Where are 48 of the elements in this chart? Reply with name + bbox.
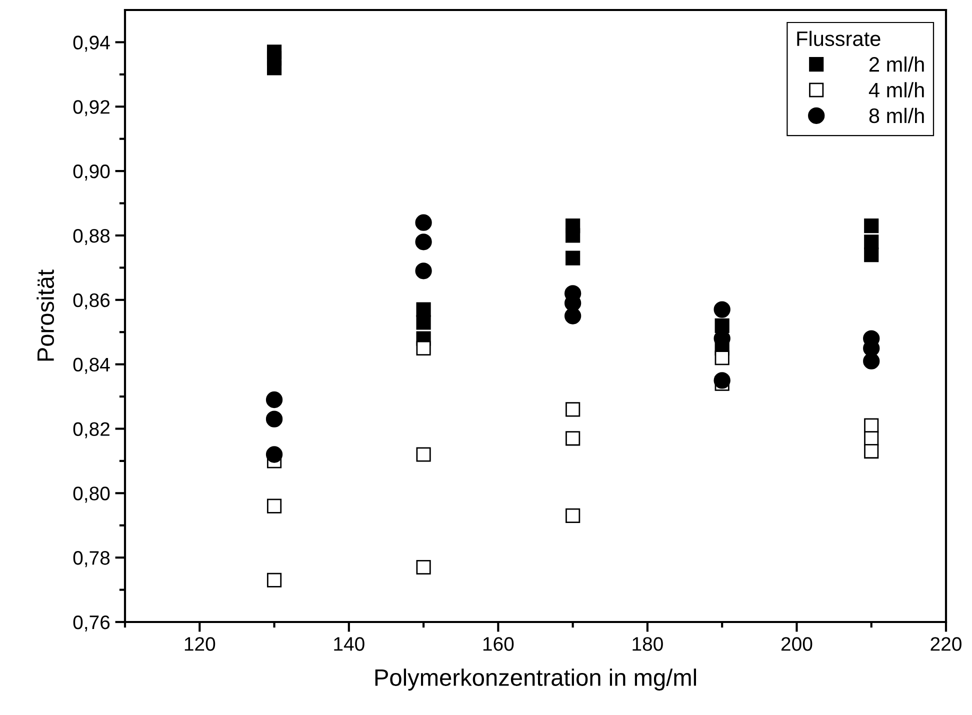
y-tick-label: 0,84 (73, 358, 110, 374)
y-tick-label: 0,88 (73, 228, 110, 246)
point (266, 391, 283, 408)
point (864, 218, 879, 234)
y-tick-label: 0,76 (73, 615, 110, 632)
x-axis-title: Polymerkonzentration in mg/ml (375, 668, 696, 691)
point (416, 340, 431, 356)
point (266, 572, 282, 588)
legend-label: 4 ml/h (868, 82, 924, 98)
point (566, 402, 580, 417)
point (416, 560, 431, 575)
x-tick-label: 140 (334, 637, 364, 651)
point (864, 444, 879, 459)
legend-label: 8 ml/h (869, 108, 924, 124)
x-tick-label: 160 (483, 637, 514, 651)
point (566, 508, 580, 523)
point (863, 352, 880, 370)
point (415, 234, 432, 250)
x-tick-label: 120 (184, 637, 216, 651)
point (566, 250, 580, 266)
y-tick-label: 0,80 (73, 486, 110, 503)
point (566, 228, 580, 243)
point (714, 372, 730, 389)
y-tick-label: 0,82 (73, 422, 110, 438)
point (415, 214, 432, 231)
point (416, 315, 431, 330)
y-tick-label: 0,78 (73, 551, 110, 568)
point (266, 410, 283, 428)
x-tick-label: 180 (632, 637, 663, 651)
point (415, 262, 432, 280)
point (564, 308, 582, 324)
point (266, 498, 282, 514)
point (416, 447, 431, 462)
point (566, 431, 580, 446)
legend-label: 2 ml/h (869, 56, 924, 72)
x-tick-label: 220 (930, 637, 962, 651)
point (864, 248, 879, 262)
point (714, 350, 730, 366)
point (714, 301, 730, 318)
y-tick-label: 0,92 (73, 100, 110, 116)
x-tick-label: 200 (781, 637, 812, 651)
point (266, 60, 282, 76)
legend-title: Flussrate (797, 30, 880, 46)
y-axis-title: Porosität (36, 270, 54, 361)
y-tick-label: 0,90 (73, 164, 110, 181)
y-tick-label: 0,94 (73, 36, 110, 52)
point (266, 446, 283, 463)
y-tick-label: 0,86 (73, 293, 110, 310)
